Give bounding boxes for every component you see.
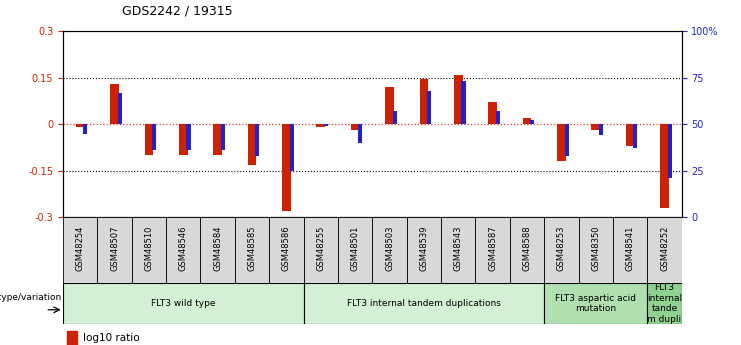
- Bar: [351, 124, 359, 130]
- Bar: [83, 124, 87, 134]
- Text: GSM48350: GSM48350: [591, 225, 600, 271]
- Text: GDS2242 / 19315: GDS2242 / 19315: [122, 4, 233, 17]
- Bar: [668, 124, 672, 178]
- Bar: [579, 217, 613, 283]
- Bar: [427, 91, 431, 124]
- Bar: [235, 217, 269, 283]
- Bar: [67, 331, 77, 345]
- Bar: [338, 217, 373, 283]
- Bar: [557, 124, 565, 161]
- Text: GSM48503: GSM48503: [385, 225, 394, 271]
- Bar: [304, 217, 338, 283]
- Bar: [144, 124, 153, 155]
- Bar: [613, 217, 648, 283]
- Bar: [97, 217, 132, 283]
- Text: GSM48501: GSM48501: [350, 225, 359, 270]
- Text: FLT3 internal tandem duplications: FLT3 internal tandem duplications: [347, 299, 501, 308]
- Bar: [110, 84, 119, 124]
- Bar: [63, 217, 97, 283]
- Bar: [152, 124, 156, 150]
- Bar: [358, 124, 362, 143]
- Bar: [132, 217, 166, 283]
- Bar: [282, 124, 290, 211]
- Bar: [626, 124, 634, 146]
- Bar: [179, 124, 187, 155]
- Bar: [648, 283, 682, 324]
- Bar: [76, 124, 84, 127]
- Bar: [510, 217, 544, 283]
- Text: genotype/variation: genotype/variation: [0, 293, 62, 302]
- Bar: [290, 124, 293, 171]
- Bar: [269, 217, 304, 283]
- Text: GSM48539: GSM48539: [419, 225, 428, 271]
- Text: GSM48546: GSM48546: [179, 225, 187, 271]
- Text: FLT3
internal
tande
m dupli: FLT3 internal tande m dupli: [647, 284, 682, 324]
- Text: GSM48255: GSM48255: [316, 225, 325, 270]
- Bar: [304, 283, 544, 324]
- Text: GSM48254: GSM48254: [76, 225, 84, 270]
- Bar: [660, 124, 669, 208]
- Bar: [221, 124, 225, 150]
- Text: GSM48588: GSM48588: [522, 225, 531, 271]
- Bar: [441, 217, 476, 283]
- Bar: [63, 283, 304, 324]
- Bar: [255, 124, 259, 156]
- Bar: [213, 124, 222, 155]
- Bar: [385, 87, 393, 124]
- Text: GSM48585: GSM48585: [247, 225, 256, 271]
- Bar: [316, 124, 325, 127]
- Bar: [118, 92, 122, 124]
- Bar: [488, 102, 497, 124]
- Text: GSM48510: GSM48510: [144, 225, 153, 270]
- Text: GSM48507: GSM48507: [110, 225, 119, 271]
- Text: GSM48252: GSM48252: [660, 225, 669, 270]
- Text: GSM48253: GSM48253: [557, 225, 566, 271]
- Bar: [393, 111, 396, 124]
- Bar: [522, 118, 531, 124]
- Text: GSM48541: GSM48541: [625, 225, 634, 270]
- Bar: [201, 217, 235, 283]
- Bar: [166, 217, 201, 283]
- Text: FLT3 wild type: FLT3 wild type: [151, 299, 216, 308]
- Bar: [462, 81, 465, 124]
- Bar: [454, 75, 462, 124]
- Bar: [373, 217, 407, 283]
- Text: GSM48586: GSM48586: [282, 225, 291, 271]
- Bar: [324, 124, 328, 126]
- Bar: [565, 124, 568, 156]
- Bar: [599, 124, 603, 135]
- Bar: [648, 217, 682, 283]
- Bar: [419, 79, 428, 124]
- Text: FLT3 aspartic acid
mutation: FLT3 aspartic acid mutation: [555, 294, 637, 313]
- Bar: [247, 124, 256, 165]
- Bar: [530, 120, 534, 124]
- Bar: [544, 283, 648, 324]
- Bar: [544, 217, 579, 283]
- Text: log10 ratio: log10 ratio: [84, 333, 140, 343]
- Bar: [591, 124, 600, 130]
- Bar: [407, 217, 441, 283]
- Text: GSM48584: GSM48584: [213, 225, 222, 271]
- Text: GSM48543: GSM48543: [453, 225, 463, 271]
- Bar: [187, 124, 190, 150]
- Bar: [634, 124, 637, 148]
- Bar: [476, 217, 510, 283]
- Text: GSM48587: GSM48587: [488, 225, 497, 271]
- Bar: [496, 111, 500, 124]
